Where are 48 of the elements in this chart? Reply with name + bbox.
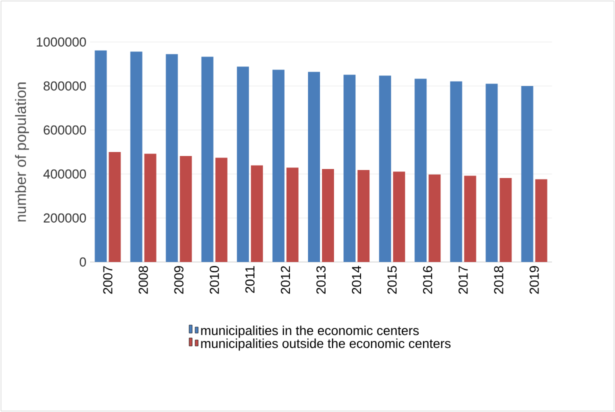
x-tick-label: 2015 [387, 266, 397, 294]
legend-label: municipalities outside the economic centers [201, 338, 451, 351]
bar [500, 178, 512, 262]
x-tick-label: 2011 [245, 266, 255, 293]
y-tick-label: 1000000 [36, 37, 86, 47]
bar [379, 76, 392, 262]
bar [215, 158, 228, 262]
x-tick-label: 2008 [138, 266, 148, 294]
bar [94, 50, 107, 262]
bar [166, 54, 178, 262]
x-tick-label: 2014 [352, 266, 362, 294]
bar [272, 70, 284, 262]
bar [130, 52, 142, 262]
bar [108, 152, 121, 262]
x-tick-label: 2013 [316, 266, 326, 294]
bar [414, 78, 427, 262]
bar [464, 176, 476, 262]
bar [428, 174, 441, 262]
x-tick-label: 2018 [494, 266, 504, 294]
x-tick-label: 2010 [210, 266, 219, 294]
bar [322, 168, 334, 262]
y-tick-label: 0 [80, 257, 86, 267]
y-tick-label: 400000 [43, 169, 86, 179]
bar [535, 179, 548, 262]
bar [286, 168, 298, 262]
x-tick-label: 2007 [103, 266, 112, 294]
bar [250, 165, 263, 262]
x-tick-label: 2017 [458, 266, 468, 294]
bar [236, 66, 249, 262]
x-tick-label: 2012 [280, 266, 290, 294]
bar [180, 156, 192, 262]
bar [486, 84, 498, 262]
bar [393, 172, 406, 262]
bar [344, 74, 356, 262]
y-tick-label: 800000 [44, 81, 86, 91]
y-tick-label: 200000 [44, 213, 86, 223]
bar [358, 170, 370, 262]
bar [521, 86, 534, 262]
bar [144, 154, 156, 262]
bar [308, 72, 320, 262]
y-tick-label: 600000 [44, 125, 86, 135]
x-tick-label: 2019 [530, 266, 539, 294]
x-tick-label: 2009 [174, 266, 184, 294]
legend-label: municipalities in the economic centers [201, 326, 419, 338]
x-tick-label: 2016 [423, 266, 432, 294]
bar [201, 56, 214, 262]
bar [450, 81, 462, 262]
y-axis-title: number of population [15, 82, 29, 222]
